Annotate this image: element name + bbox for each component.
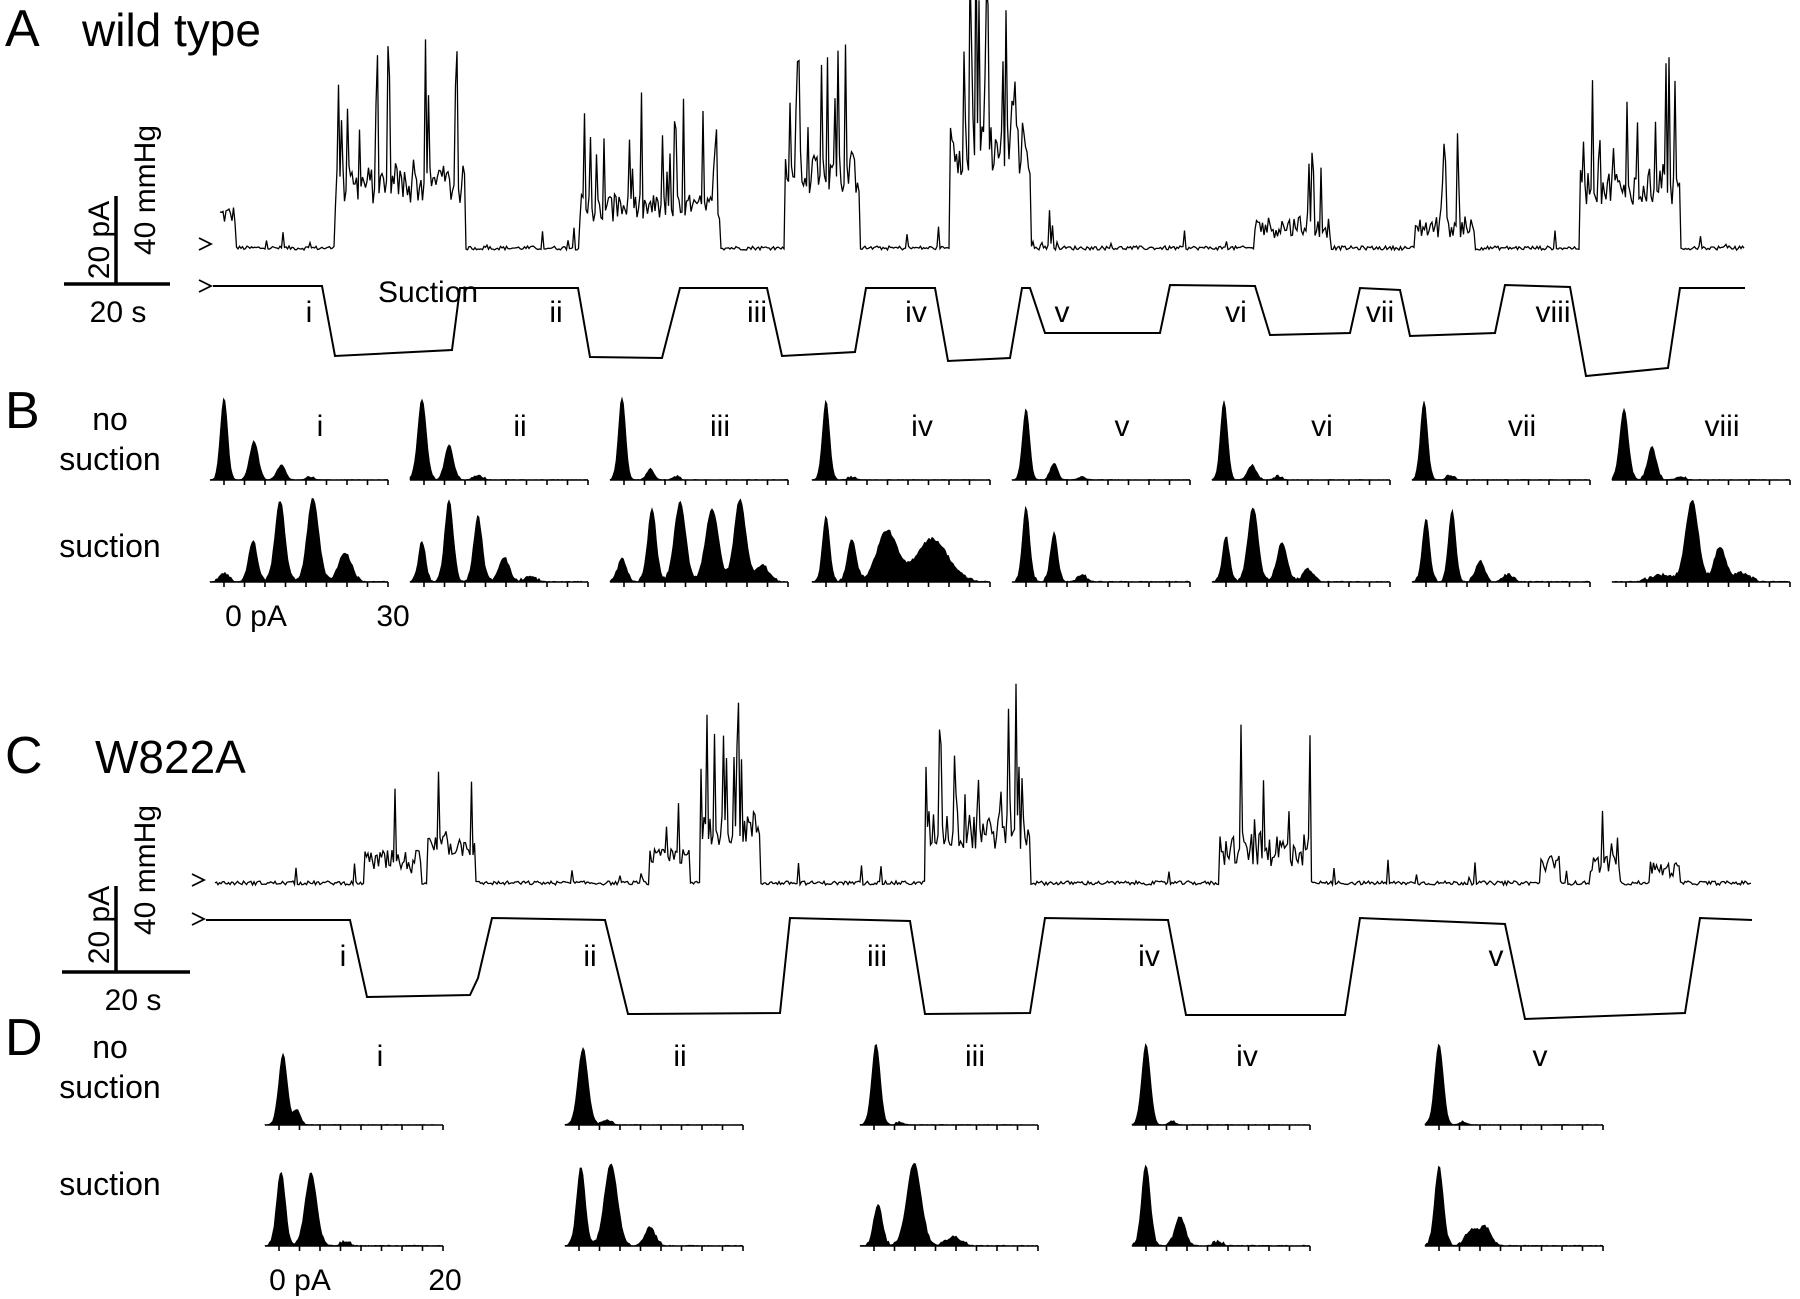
panel-b-histogram-label-iv: iv: [911, 410, 933, 443]
panel-a-epoch-label-vii: vii: [1366, 296, 1394, 329]
panel-a-current-baseline-marker: [198, 237, 214, 251]
histogram-area: [859, 1162, 1039, 1247]
panel-d-row-label-no: no: [92, 1029, 128, 1065]
histogram-area: [1611, 499, 1790, 583]
panel-a-epoch-label-iii: iii: [747, 296, 767, 329]
histogram-area: [1211, 507, 1391, 583]
panel-c-letter: C: [5, 727, 43, 785]
histogram-area: [264, 1171, 445, 1247]
panel-c-title: W822A: [95, 731, 246, 783]
histogram-area: [859, 1044, 1038, 1126]
panel-a-scale-bar: 20 pA 40 mmHg 20 s: [64, 125, 170, 329]
panel-b-axis-start-label: 0 pA: [225, 600, 287, 633]
panel-a-pressure-trace: [213, 283, 1745, 378]
histogram-area: [1424, 1043, 1604, 1126]
panel-d-histogram-label-iv: iv: [1236, 1040, 1258, 1073]
panel-c-epoch-label-iii: iii: [867, 940, 887, 973]
panel-d-histograms: i ii iii iv v: [264, 1040, 1605, 1251]
panel-a: A wild type 20 pA 40 mmHg 20 s Suction i…: [5, 0, 1745, 378]
histogram-area: [1211, 400, 1391, 481]
panel-c-pressure-baseline-marker: [191, 912, 207, 926]
panel-b-histogram-label-vi: vi: [1311, 410, 1333, 443]
histogram-area: [1011, 408, 1191, 481]
panel-a-current-trace: [219, 0, 1745, 252]
panel-d-row-label-suction-top: suction: [59, 1069, 160, 1105]
histogram-area: [1131, 1164, 1311, 1247]
panel-b-histogram-label-viii: viii: [1705, 410, 1740, 443]
panel-b-histogram-label-vii: vii: [1508, 410, 1536, 443]
panel-c-scale-current: 20 pA: [83, 886, 116, 964]
panel-b-histogram-label-iii: iii: [710, 410, 730, 443]
histogram-area: [409, 499, 589, 583]
panel-d-row-label-suction: suction: [59, 1166, 160, 1202]
histogram-area: [564, 1163, 745, 1247]
panel-a-epoch-label-viii: viii: [1536, 296, 1571, 329]
panel-a-pressure-baseline-marker: [198, 279, 214, 293]
panel-c-epoch-labels: i ii iii iv v: [340, 940, 1504, 973]
panel-a-scale-time: 20 s: [90, 296, 147, 329]
panel-b-histogram-label-ii: ii: [513, 410, 526, 443]
panel-d-axis-start-label: 0 pA: [269, 1264, 331, 1297]
panel-d-histogram-label-v: v: [1533, 1040, 1548, 1073]
panel-d: D no suction suction i ii iii iv v 0 pA 20: [5, 1009, 1605, 1297]
panel-c-epoch-label-i: i: [340, 940, 347, 973]
histogram-area: [209, 397, 390, 481]
panel-b-histogram-label-i: i: [317, 410, 324, 443]
panel-b-row-label-suction-top: suction: [59, 441, 160, 477]
panel-a-epoch-label-i: i: [306, 296, 313, 329]
panel-c-scale-bar: 20 pA 40 mmHg 20 s: [62, 805, 190, 1017]
panel-b-row-label-suction: suction: [59, 528, 160, 564]
histogram-area: [264, 1052, 444, 1126]
histogram-area: [609, 396, 790, 481]
panel-a-epoch-label-ii: ii: [549, 296, 562, 329]
panel-a-epoch-labels: i ii iii iv v vi vii viii: [306, 296, 1571, 329]
panel-d-letter: D: [5, 1009, 43, 1067]
panel-a-letter: A: [5, 0, 40, 58]
histogram-area: [409, 398, 589, 481]
panel-c-epoch-label-iv: iv: [1138, 940, 1160, 973]
panel-c-scale-time: 20 s: [105, 984, 162, 1017]
histogram-area: [209, 498, 389, 583]
panel-b-histograms: i ii iii iv v vi vii viii: [209, 396, 1791, 587]
panel-d-axis-end-label: 20: [428, 1264, 461, 1297]
histogram-area: [1411, 508, 1591, 583]
histogram-area: [811, 515, 991, 583]
histogram-area: [1011, 506, 1191, 583]
histogram-area: [1611, 407, 1791, 481]
panel-c-pressure-trace: [206, 916, 1753, 1021]
panel-d-histogram-label-i: i: [377, 1040, 384, 1073]
panel-c-current-trace: [214, 683, 1752, 888]
histogram-area: [1424, 1165, 1605, 1247]
panel-b-row-label-no: no: [92, 401, 128, 437]
panel-a-title: wild type: [81, 4, 261, 56]
panel-b-histogram-label-v: v: [1115, 410, 1130, 443]
panel-d-histogram-label-ii: ii: [673, 1040, 686, 1073]
panel-b: B no suction suction i ii iii iv v vi vii viii …: [5, 382, 1791, 633]
panel-a-epoch-label-vi: vi: [1225, 296, 1247, 329]
panel-a-scale-current: 20 pA: [83, 201, 116, 279]
panel-a-epoch-label-v: v: [1055, 296, 1070, 329]
panel-a-scale-pressure: 40 mmHg: [129, 125, 162, 255]
panel-a-epoch-label-iv: iv: [905, 296, 927, 329]
panel-c-epoch-label-ii: ii: [583, 940, 596, 973]
panel-c-epoch-label-v: v: [1489, 940, 1504, 973]
panel-c: C W822A 20 pA 40 mmHg 20 s i ii iii iv v: [5, 683, 1753, 1021]
panel-c-current-baseline-marker: [191, 873, 207, 887]
histogram-area: [1131, 1042, 1311, 1126]
histogram-area: [1411, 401, 1591, 481]
panel-b-axis-end-label: 30: [376, 600, 409, 633]
panel-d-histogram-label-iii: iii: [965, 1040, 985, 1073]
histogram-area: [564, 1047, 744, 1126]
panel-a-suction-label: Suction: [378, 276, 478, 309]
panel-b-letter: B: [5, 382, 40, 440]
histogram-area: [811, 399, 992, 481]
panel-c-scale-pressure: 40 mmHg: [129, 805, 162, 935]
histogram-area: [609, 498, 789, 583]
